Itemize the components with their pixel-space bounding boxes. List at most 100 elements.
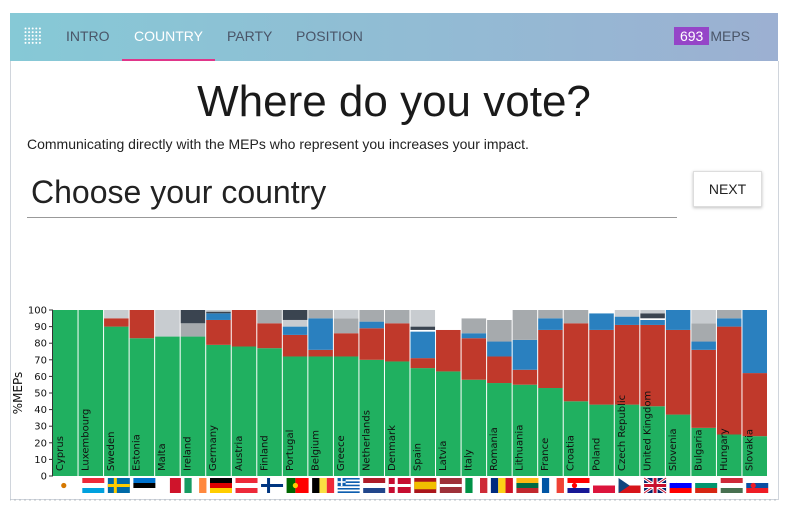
flag-greece-icon[interactable] bbox=[337, 478, 360, 493]
bar-label: Croatia bbox=[566, 435, 577, 471]
flag-slovenia-icon[interactable] bbox=[669, 478, 692, 493]
bar-spain[interactable]: Spain bbox=[410, 310, 436, 476]
bar-segment-light_grey bbox=[614, 310, 640, 317]
country-party-chart: Cyprus Luxembourg Sweden Estonia Malta Irelan… bbox=[11, 306, 769, 495]
flag-denmark-icon[interactable] bbox=[388, 478, 411, 493]
flag-hungary-icon[interactable] bbox=[720, 478, 743, 493]
flag-lithuania-icon[interactable] bbox=[516, 478, 539, 493]
bar-estonia[interactable]: Estonia bbox=[129, 310, 155, 476]
bar-portugal[interactable]: Portugal bbox=[282, 310, 308, 476]
bar-segment-white bbox=[410, 329, 436, 332]
active-tab-underline bbox=[122, 59, 215, 61]
bar-segment-blue bbox=[614, 316, 640, 325]
bar-segment-green bbox=[487, 383, 512, 476]
bar-segment-red bbox=[538, 329, 563, 389]
bar-segment-green bbox=[665, 414, 691, 476]
bar-austria[interactable]: Austria bbox=[231, 310, 257, 476]
flag-ireland-icon[interactable] bbox=[184, 478, 207, 493]
bar-luxembourg[interactable]: Luxembourg bbox=[78, 310, 104, 476]
flag-czech-republic-icon[interactable] bbox=[618, 478, 641, 493]
bar-label: Italy bbox=[464, 449, 475, 471]
bar-segment-green bbox=[206, 344, 231, 476]
bar-germany[interactable]: Germany bbox=[206, 310, 231, 476]
bar-france[interactable]: France bbox=[538, 310, 563, 476]
bar-segment-red bbox=[563, 323, 589, 402]
bar-segment-light_grey bbox=[333, 310, 359, 319]
flag-netherlands-icon[interactable] bbox=[363, 478, 386, 493]
bar-segment-grey bbox=[359, 310, 384, 322]
bar-netherlands[interactable]: Netherlands bbox=[359, 310, 384, 476]
bar-label: Portugal bbox=[285, 430, 296, 471]
country-search-input[interactable] bbox=[27, 168, 677, 218]
bar-cyprus[interactable]: Cyprus bbox=[53, 310, 78, 476]
bar-segment-blue bbox=[206, 313, 231, 320]
flag-estonia-icon[interactable] bbox=[133, 478, 156, 493]
bar-romania[interactable]: Romania bbox=[487, 310, 512, 476]
bar-ireland[interactable]: Ireland bbox=[180, 310, 206, 476]
bar-segment-dark bbox=[410, 326, 436, 330]
flag-france-icon[interactable] bbox=[541, 478, 564, 493]
bar-denmark[interactable]: Denmark bbox=[384, 310, 410, 476]
bar-segment-red bbox=[487, 356, 512, 384]
flag-croatia-icon[interactable] bbox=[567, 478, 590, 493]
bar-segment-red bbox=[436, 329, 461, 372]
bar-segment-grey bbox=[538, 310, 563, 319]
flag-luxembourg-icon[interactable] bbox=[82, 478, 105, 493]
bar-italy[interactable]: Italy bbox=[461, 310, 487, 476]
flag-austria-icon[interactable] bbox=[235, 478, 258, 493]
bar-hungary[interactable]: Hungary bbox=[716, 310, 742, 476]
nav-tab-country[interactable]: COUNTRY bbox=[134, 28, 203, 44]
flag-italy-icon[interactable] bbox=[465, 478, 488, 493]
flag-sweden-icon[interactable] bbox=[107, 478, 130, 493]
flag-latvia-icon[interactable] bbox=[439, 478, 462, 493]
flag-spain-icon[interactable] bbox=[414, 478, 437, 493]
bar-poland[interactable]: Poland bbox=[589, 310, 614, 476]
bar-segment-red bbox=[231, 310, 257, 347]
nav-tab-intro[interactable]: INTRO bbox=[66, 28, 110, 44]
bar-lithuania[interactable]: Lithuania bbox=[512, 310, 538, 476]
top-navbar: INTRO COUNTRY PARTY POSITION 693 MEPS bbox=[10, 13, 778, 61]
bar-slovakia[interactable]: Slovakia bbox=[742, 310, 767, 476]
y-tick-label: 60 bbox=[34, 372, 47, 383]
flag-germany-icon[interactable] bbox=[209, 478, 232, 493]
flag-malta-icon[interactable] bbox=[158, 478, 181, 493]
bar-segment-blue bbox=[640, 319, 665, 325]
bar-segment-red bbox=[333, 333, 359, 357]
bar-latvia[interactable]: Latvia bbox=[436, 310, 461, 476]
next-button[interactable]: NEXT bbox=[693, 171, 762, 207]
bar-sweden[interactable]: Sweden bbox=[104, 310, 129, 476]
flag-slovakia-icon[interactable] bbox=[746, 478, 769, 493]
grid-logo-icon[interactable] bbox=[24, 27, 42, 45]
flag-finland-icon[interactable] bbox=[261, 478, 284, 493]
flag-romania-icon[interactable] bbox=[490, 478, 513, 493]
y-tick-label: 20 bbox=[34, 438, 47, 449]
flag-poland-icon[interactable] bbox=[593, 478, 616, 493]
bar-malta[interactable]: Malta bbox=[155, 310, 180, 476]
bar-czech-republic[interactable]: Czech Republic bbox=[614, 310, 640, 476]
flag-belgium-icon[interactable] bbox=[312, 478, 335, 493]
bar-segment-dark bbox=[206, 311, 231, 314]
flag-bulgaria-icon[interactable] bbox=[695, 478, 718, 493]
bar-finland[interactable]: Finland bbox=[257, 310, 282, 476]
bar-segment-white bbox=[436, 310, 461, 330]
bar-bulgaria[interactable]: Bulgaria bbox=[691, 310, 716, 476]
bar-label: Greece bbox=[336, 435, 347, 471]
flag-united-kingdom-icon[interactable] bbox=[643, 476, 667, 495]
nav-tab-party[interactable]: PARTY bbox=[227, 28, 273, 44]
flag-portugal-icon[interactable] bbox=[286, 478, 309, 493]
bar-slovenia[interactable]: Slovenia bbox=[665, 310, 691, 476]
bar-belgium[interactable]: Belgium bbox=[308, 310, 333, 476]
bar-segment-green bbox=[78, 310, 104, 476]
y-tick-label: 0 bbox=[41, 472, 47, 483]
bar-croatia[interactable]: Croatia bbox=[563, 310, 589, 476]
bar-segment-red bbox=[742, 373, 767, 437]
flag-cyprus-icon[interactable] bbox=[56, 478, 79, 493]
stacked-bars: Cyprus Luxembourg Sweden Estonia Malta Irelan… bbox=[53, 310, 767, 476]
bar-united-kingdom[interactable]: United Kingdom bbox=[640, 310, 665, 476]
bar-segment-green bbox=[359, 359, 384, 476]
bar-segment-light_grey bbox=[282, 319, 308, 327]
bar-segment-blue bbox=[359, 321, 384, 329]
nav-tab-position[interactable]: POSITION bbox=[296, 28, 363, 44]
bar-segment-grey bbox=[257, 310, 282, 324]
bar-greece[interactable]: Greece bbox=[333, 310, 359, 476]
